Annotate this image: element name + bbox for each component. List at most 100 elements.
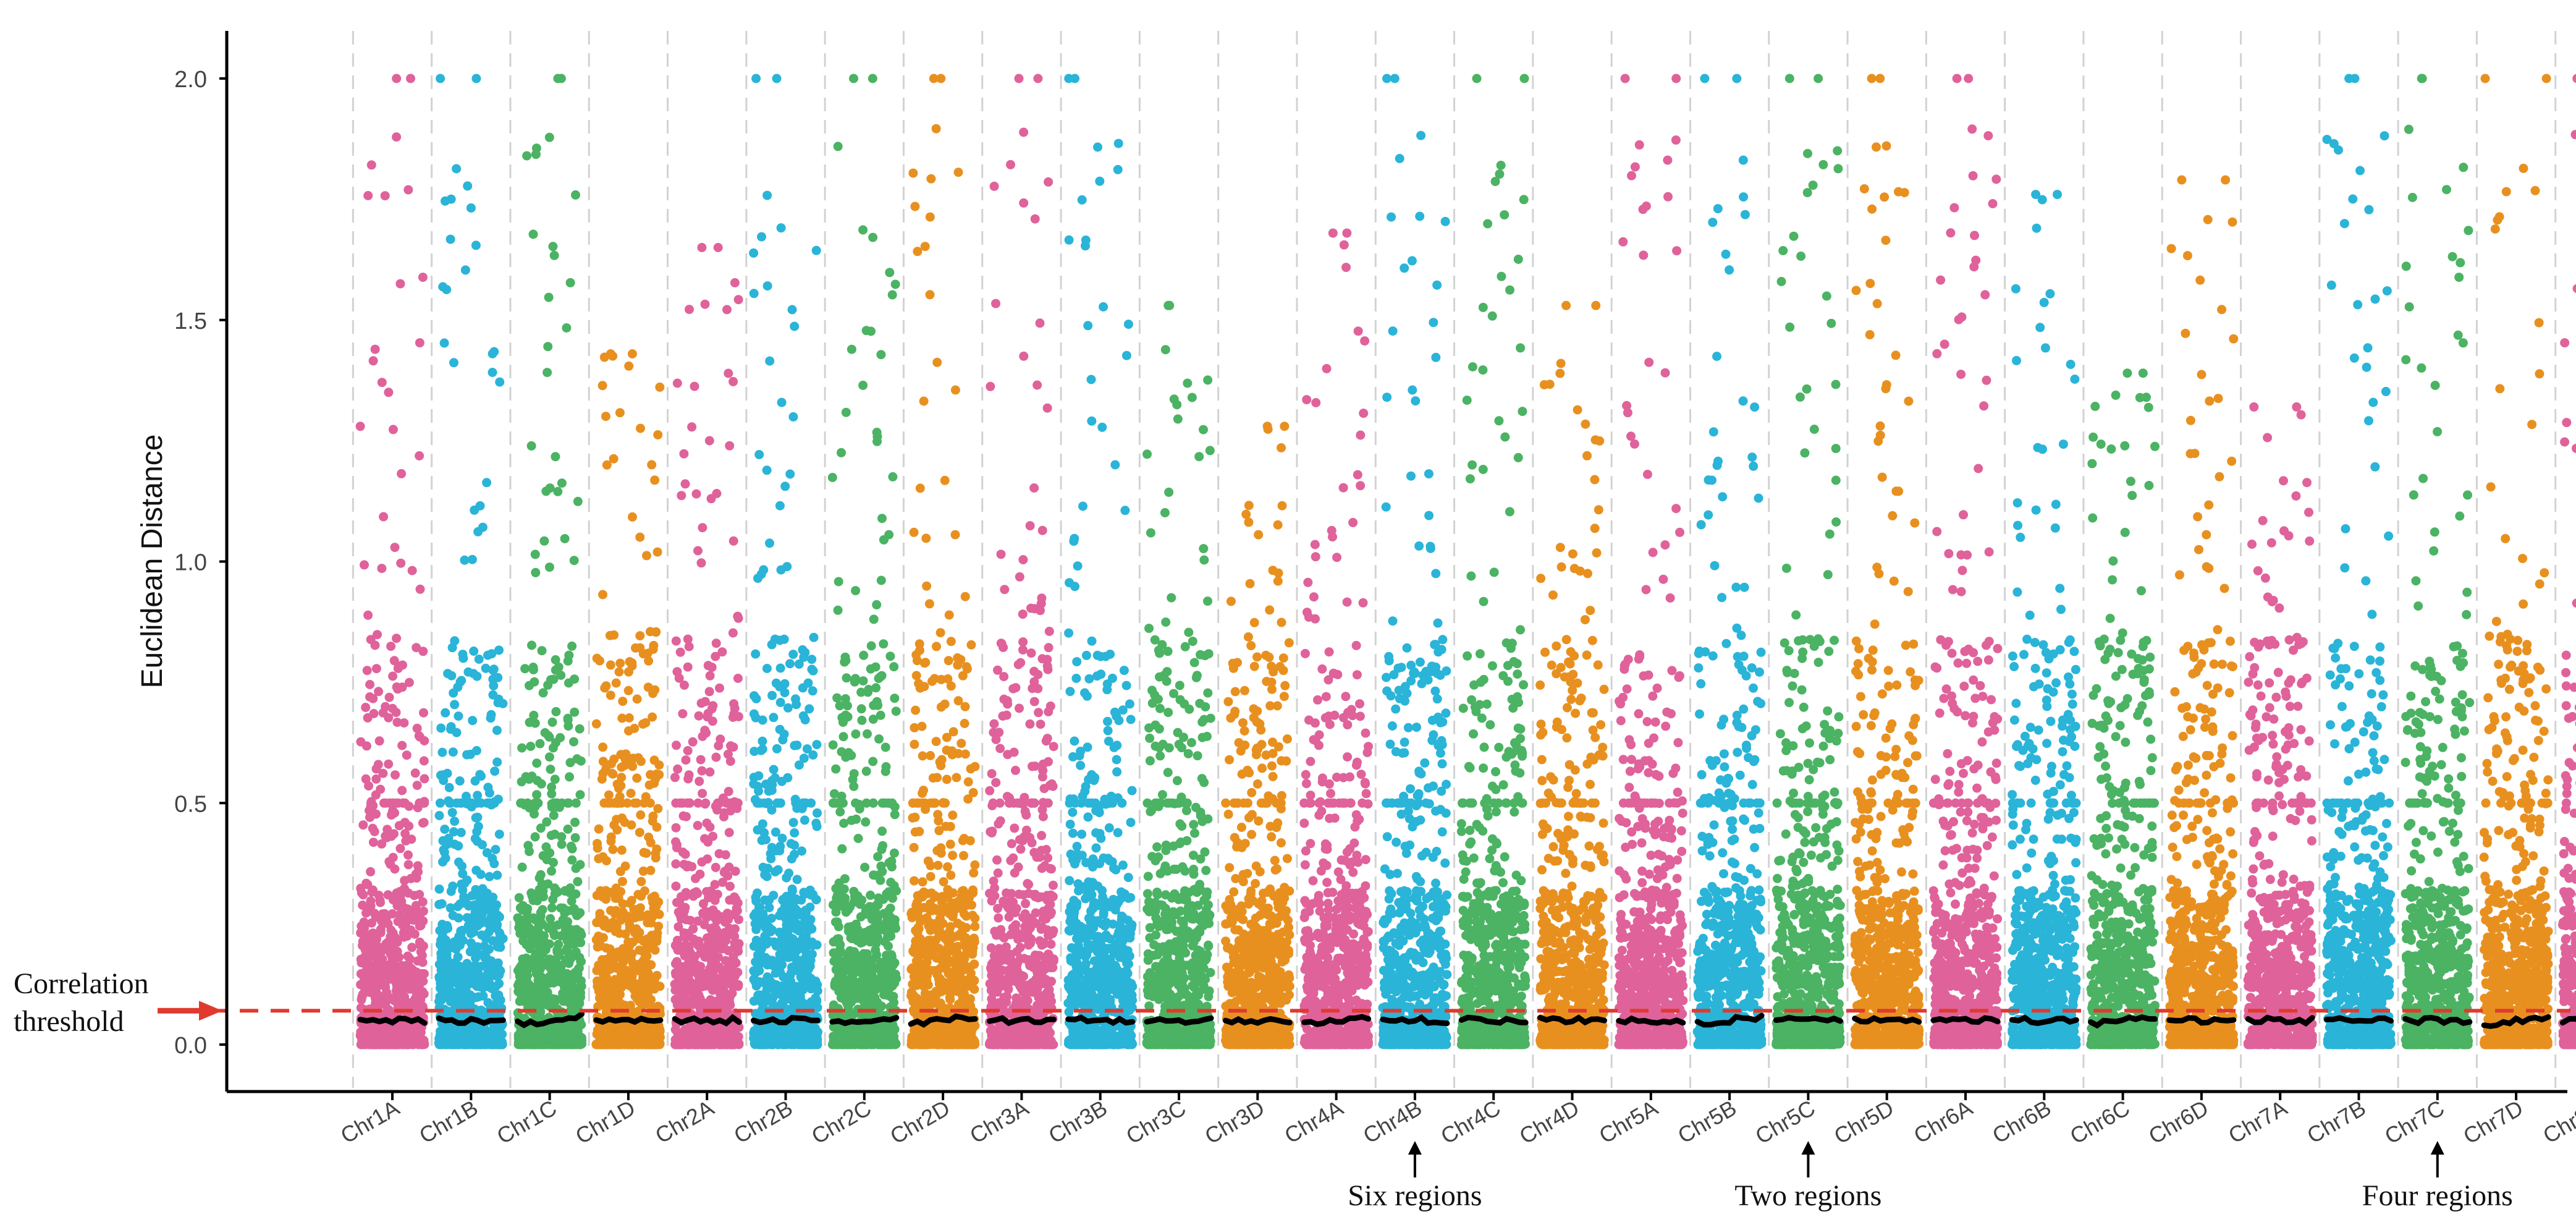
data-point [548,242,557,251]
data-point [683,635,693,644]
data-point [639,867,648,876]
data-point [612,883,621,893]
data-point [515,997,525,1006]
data-point [414,990,423,999]
data-point [449,911,458,920]
data-point [466,750,475,759]
data-point [595,656,604,666]
data-point [644,969,653,978]
data-point [685,799,694,808]
data-point [488,368,497,377]
data-point [476,771,486,781]
series-Chr2C [828,74,901,1050]
data-point [538,646,547,655]
data-point [481,906,491,915]
data-point [648,816,657,826]
data-point [733,674,743,683]
data-point [492,922,501,931]
data-point [357,1040,366,1050]
data-point [394,917,403,926]
data-point [416,921,426,930]
data-point [758,820,767,829]
data-point [599,757,608,766]
data-point [720,808,729,818]
data-point [490,766,499,776]
data-point [721,850,730,860]
data-point [627,955,636,964]
data-point [573,497,583,506]
data-point [523,841,533,850]
data-point [489,347,499,357]
data-point [440,925,449,935]
data-point [672,637,681,646]
data-point [471,962,481,971]
data-point [605,990,614,999]
data-point [674,962,683,971]
data-point [755,1009,764,1019]
data-point [361,879,371,888]
data-point [624,686,633,695]
data-point [410,978,419,988]
data-point [553,74,562,83]
data-point [733,799,743,808]
data-point [732,895,741,904]
data-point [699,899,708,909]
data-point [775,725,785,734]
data-point [796,991,805,1001]
data-point [435,884,444,894]
data-point [612,679,621,688]
data-point [449,747,458,757]
data-point [804,679,813,688]
data-point [379,708,388,718]
data-point [402,914,411,923]
data-point [597,1024,606,1033]
data-point [627,758,636,767]
data-point [712,638,721,648]
data-point [695,777,704,786]
data-point [461,896,470,905]
data-point [799,711,808,721]
series-Chr2B [749,74,822,1050]
data-point [466,990,475,999]
data-point [392,982,402,991]
data-point [813,808,822,818]
data-point [392,634,401,643]
data-point [515,893,524,902]
data-point [543,855,552,864]
data-point [643,995,652,1004]
data-point [551,452,560,461]
data-point [773,1040,782,1049]
data-point [652,936,662,946]
data-point [489,681,498,690]
data-point [396,559,405,568]
data-point [595,993,604,1003]
data-point [546,675,555,684]
data-point [693,799,703,808]
data-point [478,523,488,532]
series-Chr1B [434,74,508,1050]
data-point [491,845,500,854]
data-point [361,774,371,784]
data-point [562,969,572,978]
data-point [693,546,703,556]
data-point [525,774,534,784]
data-point [415,910,424,919]
data-point [481,896,491,906]
data-point [708,1029,717,1038]
data-point [487,710,496,719]
data-point [633,695,642,704]
data-point [552,946,562,955]
data-point [650,685,659,695]
data-point [715,684,724,693]
data-point [399,718,408,727]
data-point [702,818,711,828]
data-point [733,944,742,954]
data-point [632,773,641,783]
data-point [545,133,554,142]
data-point [447,671,456,681]
data-point [626,982,635,991]
data-point [436,799,445,808]
data-point [533,799,543,808]
data-point [616,867,625,876]
data-point [371,345,380,354]
